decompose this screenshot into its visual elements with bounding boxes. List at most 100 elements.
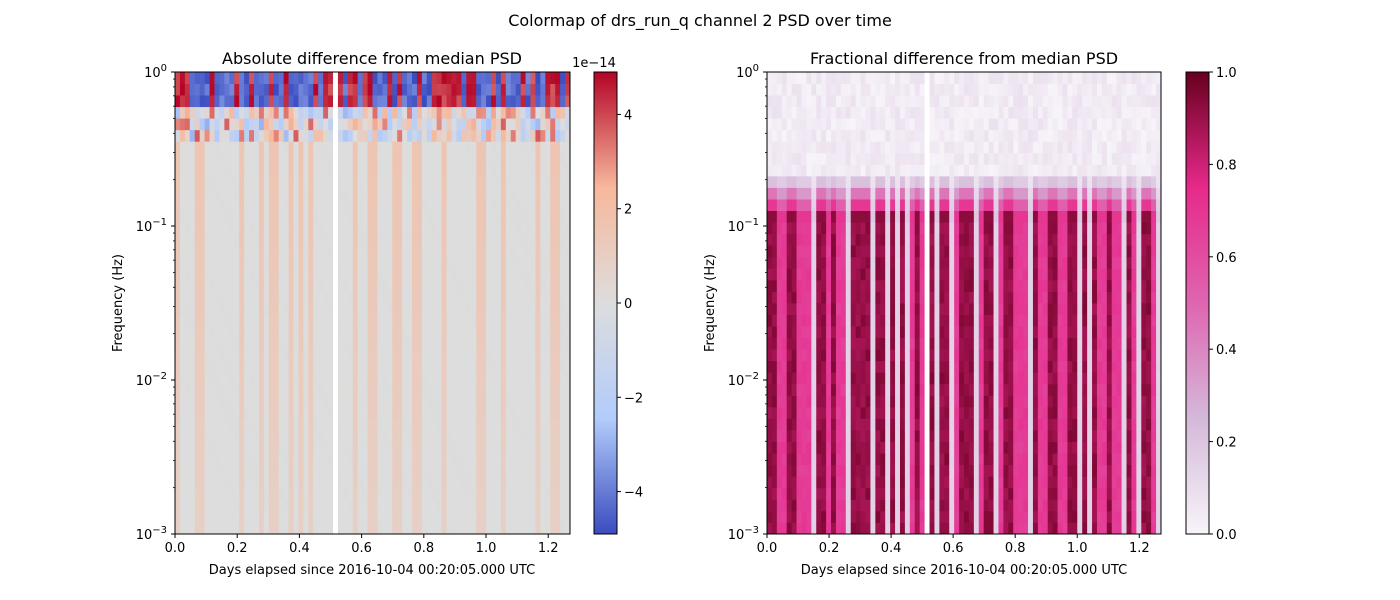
heatmap-cell — [416, 395, 423, 408]
heatmap-cell — [801, 187, 807, 200]
heatmap-cell — [968, 464, 975, 477]
heatmap-cell — [342, 233, 349, 246]
heatmap-cell — [486, 441, 492, 454]
heatmap-cell — [446, 383, 452, 396]
colorbar-absolute — [593, 71, 618, 535]
heatmap-cell — [288, 152, 294, 165]
heatmap-cell — [229, 360, 235, 373]
heatmap-cell — [456, 291, 462, 304]
heatmap-cell — [959, 141, 965, 154]
heatmap-cell — [476, 106, 482, 119]
heatmap-cell — [895, 83, 901, 96]
heatmap-cell — [278, 164, 285, 177]
heatmap-cell — [565, 199, 571, 211]
heatmap-cell — [944, 314, 950, 327]
heatmap-cell — [392, 349, 398, 362]
heatmap-cell — [934, 487, 940, 500]
heatmap-cell — [278, 441, 285, 454]
heatmap-cell — [367, 453, 373, 466]
heatmap-cell — [525, 499, 531, 512]
heatmap-cell — [234, 326, 240, 339]
heatmap-cell — [308, 95, 314, 108]
heatmap-cell — [510, 199, 517, 211]
heatmap-cell — [392, 476, 398, 489]
heatmap-cell — [189, 499, 196, 512]
heatmap-cell — [919, 430, 925, 442]
heatmap-cell — [466, 199, 472, 211]
heatmap-cell — [397, 210, 403, 223]
heatmap-cell — [397, 72, 403, 84]
heatmap-cell — [767, 476, 773, 489]
heatmap-cell — [194, 337, 201, 350]
heatmap-cell — [323, 141, 329, 154]
heatmap-cell — [377, 430, 383, 442]
heatmap-cell — [273, 337, 280, 350]
heatmap-cell — [288, 372, 294, 385]
heatmap-cell — [840, 106, 847, 119]
heatmap-cell — [865, 522, 871, 535]
heatmap-cell — [500, 464, 507, 477]
heatmap-cell — [954, 453, 960, 466]
heatmap-cell — [776, 118, 783, 131]
heatmap-cell — [944, 245, 950, 258]
heatmap-cell — [973, 349, 980, 362]
y-tick-label: 10−3 — [136, 525, 167, 543]
heatmap-cell — [209, 268, 215, 281]
heatmap-cell — [855, 187, 861, 200]
heatmap-cell — [816, 303, 822, 315]
heatmap-cell — [776, 291, 783, 304]
heatmap-cell — [214, 118, 220, 131]
heatmap-cell — [461, 406, 467, 419]
heatmap-cell — [826, 349, 832, 362]
heatmap-cell — [939, 326, 945, 339]
heatmap-cell — [767, 522, 773, 535]
heatmap-cell — [461, 430, 467, 442]
heatmap-cell — [416, 360, 423, 373]
heatmap-cell — [471, 441, 477, 454]
heatmap-cell — [939, 303, 945, 315]
heatmap-cell — [875, 233, 881, 246]
heatmap-cell — [357, 129, 364, 142]
heatmap-cell — [219, 487, 225, 500]
heatmap-cell — [491, 395, 497, 408]
heatmap-cell — [895, 164, 901, 177]
heatmap-cell — [362, 152, 368, 165]
heatmap-cell — [954, 406, 960, 419]
heatmap-cell — [249, 106, 255, 119]
heatmap-cell — [821, 175, 827, 188]
heatmap-cell — [219, 441, 225, 454]
heatmap-cell — [283, 199, 289, 211]
y-tick-label: 10−1 — [136, 217, 167, 235]
heatmap-cell — [796, 453, 802, 466]
heatmap-cell — [328, 453, 334, 466]
heatmap-cell — [362, 164, 368, 177]
heatmap-cell — [826, 152, 832, 165]
heatmap-cell — [476, 83, 482, 96]
heatmap-cell — [530, 487, 536, 500]
heatmap-cell — [362, 476, 368, 489]
heatmap-cell — [204, 395, 210, 408]
heatmap-cell — [510, 152, 517, 165]
heatmap-cell — [919, 487, 925, 500]
heatmap-cell — [895, 268, 901, 281]
heatmap-cell — [199, 256, 206, 269]
heatmap-cell — [412, 187, 418, 200]
heatmap-cell — [303, 199, 309, 211]
heatmap-cell — [786, 279, 793, 292]
heatmap-cell — [466, 418, 472, 431]
heatmap-cell — [949, 303, 955, 315]
heatmap-cell — [421, 372, 428, 385]
heatmap-cell — [811, 430, 817, 442]
heatmap-cell — [189, 464, 196, 477]
heatmap-cell — [402, 464, 408, 477]
heatmap-cell — [288, 360, 294, 373]
heatmap-cell — [466, 453, 472, 466]
heatmap-cell — [179, 210, 186, 223]
heatmap-cell — [870, 199, 876, 211]
heatmap-cell — [402, 95, 408, 108]
heatmap-cell — [895, 72, 901, 84]
heatmap-cell — [924, 337, 930, 350]
heatmap-cell — [328, 476, 334, 489]
heatmap-cell — [530, 418, 536, 431]
heatmap-cell — [283, 476, 289, 489]
